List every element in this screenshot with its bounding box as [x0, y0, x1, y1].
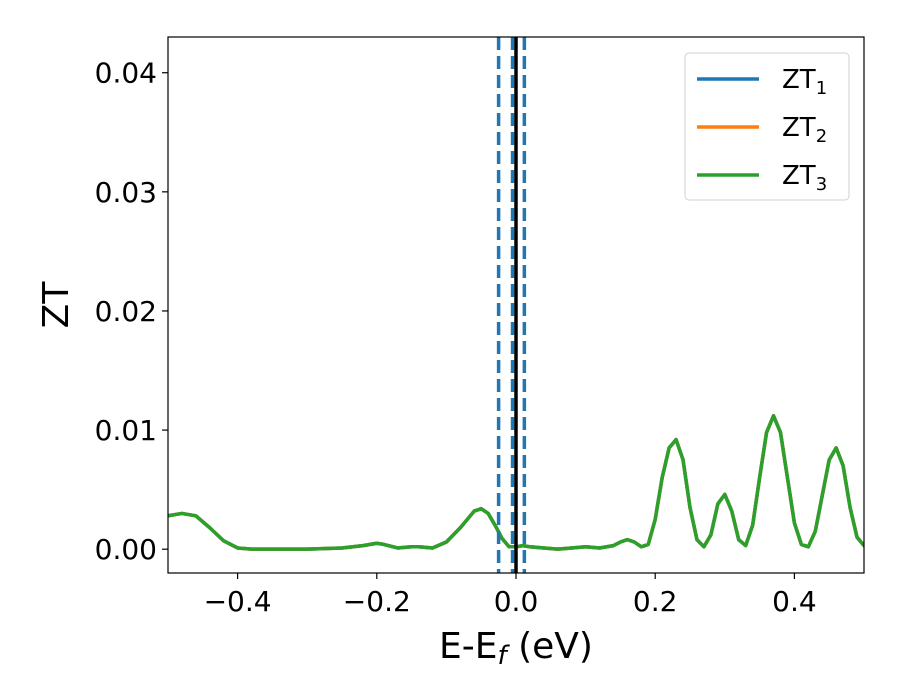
legend-label-2: ZT2	[782, 113, 827, 147]
legend-box	[684, 52, 850, 201]
y-tick-label: 0.02	[95, 295, 157, 328]
x-tick-label: −0.2	[343, 585, 411, 618]
y-axis-label: ZT	[36, 281, 77, 329]
legend-label-3: ZT3	[782, 161, 827, 195]
plot-area	[168, 37, 864, 573]
y-tick-label: 0.04	[95, 57, 157, 90]
x-tick-label: 0.0	[494, 585, 539, 618]
y-tick-label: 0.01	[95, 414, 157, 447]
x-tick-label: 0.4	[772, 585, 817, 618]
legend-label-1: ZT1	[782, 65, 827, 99]
y-tick-label: 0.03	[95, 176, 157, 209]
x-axis: −0.4 −0.2 0.0 0.2 0.4	[204, 573, 817, 618]
y-axis: 0.00 0.01 0.02 0.03 0.04	[95, 57, 168, 566]
x-tick-label: 0.2	[633, 585, 678, 618]
x-tick-label: −0.4	[204, 585, 272, 618]
series-line-3	[168, 414, 864, 551]
legend: ZT1 ZT2 ZT3	[684, 52, 850, 201]
y-tick-label: 0.00	[95, 533, 157, 566]
x-axis-label: E-Ef (eV)	[439, 626, 593, 671]
